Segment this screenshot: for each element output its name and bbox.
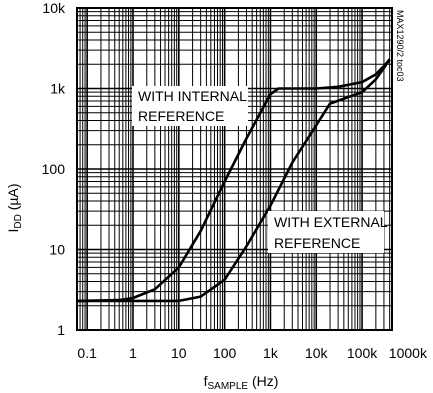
x-axis-title: fSAMPLE (Hz) <box>204 373 279 392</box>
chart-curves <box>76 58 391 303</box>
external-label-line1: WITH EXTERNAL <box>274 214 388 230</box>
figure-id-note: MAX1290/2 toc03 <box>395 10 405 82</box>
x-tick-label: 1000k <box>389 345 428 361</box>
x-tick-label: 10k <box>305 345 329 361</box>
x-tick-label: 1 <box>129 345 137 361</box>
y-tick-label: 1 <box>57 322 65 338</box>
external-reference-label: WITH EXTERNAL REFERENCE <box>268 211 388 253</box>
series-line-external <box>77 58 391 303</box>
x-tick-label: 0.1 <box>77 345 97 361</box>
internal-label-line2: REFERENCE <box>138 108 224 124</box>
y-axis-title: IDD (µA) <box>5 184 24 233</box>
x-tick-label: 10 <box>171 345 187 361</box>
external-label-line2: REFERENCE <box>274 235 360 251</box>
x-tick-label: 1k <box>263 345 279 361</box>
tick-labels: 0.1 1 10 100 1k 10k 100k 1000k 1 10 100 1k 10k <box>42 0 428 361</box>
x-tick-label: 100 <box>213 345 237 361</box>
y-tick-label: 10k <box>42 0 66 16</box>
x-tick-label: 100k <box>347 345 378 361</box>
y-tick-label: 10 <box>49 242 65 258</box>
chart-grid <box>77 8 392 330</box>
series-line-internal <box>76 58 391 303</box>
internal-label-line1: WITH INTERNAL <box>138 88 247 104</box>
plot-frame <box>76 7 393 331</box>
internal-reference-label: WITH INTERNAL REFERENCE <box>132 86 248 126</box>
y-tick-label: 100 <box>42 161 66 177</box>
y-tick-label: 1k <box>50 81 66 97</box>
